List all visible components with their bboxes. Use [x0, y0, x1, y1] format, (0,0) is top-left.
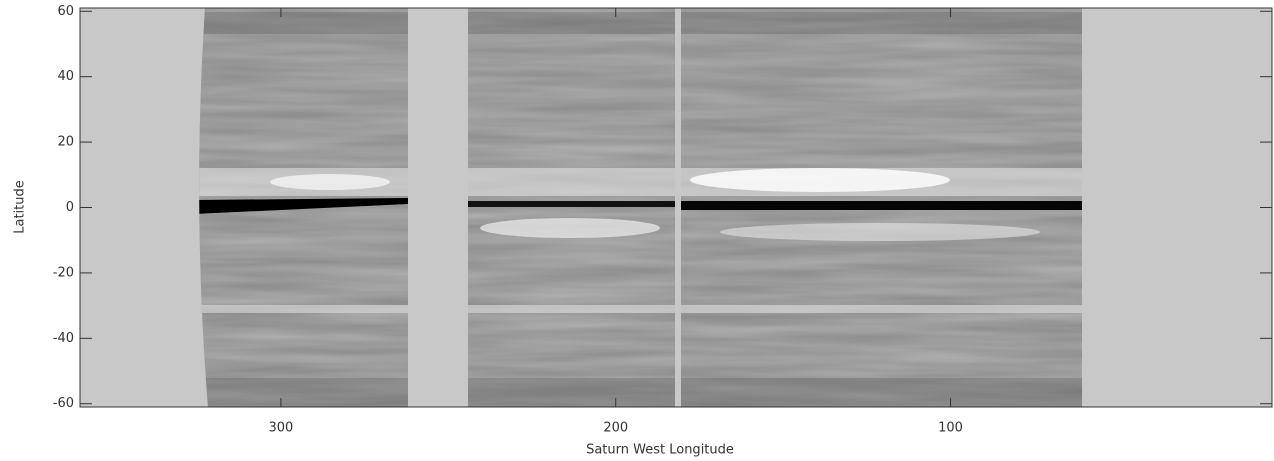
y-tick-label: -60 [53, 396, 74, 411]
y-tick-label: 20 [57, 135, 74, 150]
y-tick-label: 40 [57, 69, 74, 84]
y-tick-label: -20 [53, 265, 74, 280]
y-tick-label: -40 [53, 331, 74, 346]
x-tick-label: 100 [938, 421, 963, 436]
x-tick-label: 300 [268, 421, 293, 436]
y-tick-label: 60 [57, 4, 74, 19]
data-gap [675, 8, 681, 407]
y-axis-label: Latitude [13, 180, 28, 234]
y-tick-label: 0 [66, 200, 74, 215]
map-image [180, 8, 1090, 407]
x-axis-label: Saturn West Longitude [586, 443, 734, 458]
x-tick-label: 200 [603, 421, 628, 436]
chart: Saturn West Longitude Latitude 300200100… [0, 0, 1274, 461]
